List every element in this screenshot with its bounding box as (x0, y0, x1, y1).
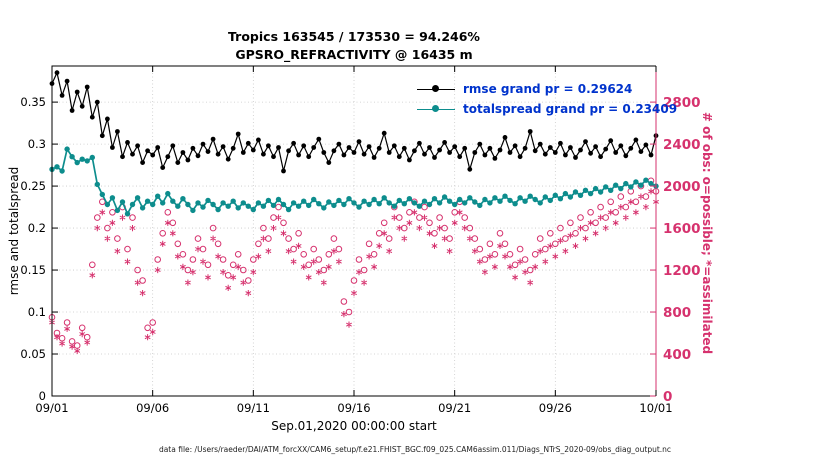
y-axis-label-left: rmse and totalspread (7, 166, 21, 296)
chart-subtitle: GPSRO_REFRACTIVITY @ 16435 m (235, 47, 473, 62)
svg-text:800: 800 (663, 305, 691, 321)
svg-text:2000: 2000 (663, 179, 701, 195)
svg-text:09/11: 09/11 (237, 401, 270, 415)
grid-lines (52, 66, 656, 396)
legend-item-totalspread: totalspread grand pr = 0.23409 (417, 99, 677, 119)
svg-text:0.3: 0.3 (28, 137, 46, 151)
svg-text:2400: 2400 (663, 137, 701, 153)
svg-text:1200: 1200 (663, 263, 701, 279)
x-axis-label: Sep.01,2020 00:00:00 start (271, 419, 437, 433)
svg-text:0.1: 0.1 (28, 305, 46, 319)
svg-text:0: 0 (663, 389, 672, 405)
svg-text:1600: 1600 (663, 221, 701, 237)
svg-text:0: 0 (39, 389, 46, 403)
tick-marks-and-labels: 0 0.05 0.1 0.15 0.2 0.25 0.3 0.35 0 400 800 1200 160… (20, 66, 701, 415)
series-rmse (49, 70, 659, 174)
series-totalspread (49, 146, 659, 217)
svg-text:09/01: 09/01 (35, 401, 68, 415)
data-file-caption: data file: /Users/raeder/DAI/ATM_forcXX/… (158, 445, 672, 454)
legend-label-totalspread: totalspread grand pr = 0.23409 (463, 102, 678, 116)
svg-text:09/16: 09/16 (337, 401, 370, 415)
svg-text:0.2: 0.2 (28, 221, 46, 235)
y-axis-label-right: # of obs: o=possible; *=assimilated (700, 111, 714, 355)
svg-text:10/01: 10/01 (639, 401, 672, 415)
chart-legend: rmse grand pr = 0.29624 totalspread gran… (417, 79, 677, 119)
legend-line-totalspread (417, 105, 455, 112)
svg-text:0.15: 0.15 (20, 263, 46, 277)
legend-label-rmse: rmse grand pr = 0.29624 (463, 82, 633, 96)
svg-text:0.05: 0.05 (20, 347, 46, 361)
svg-text:09/06: 09/06 (136, 401, 169, 415)
svg-text:2800: 2800 (663, 95, 701, 111)
legend-marker-totalspread (432, 105, 439, 112)
svg-text:400: 400 (663, 347, 691, 363)
chart-title: Tropics 163545 / 173530 = 94.246% (228, 29, 480, 44)
svg-text:09/26: 09/26 (539, 401, 572, 415)
svg-text:0.35: 0.35 (20, 95, 46, 109)
svg-text:09/21: 09/21 (438, 401, 471, 415)
svg-text:0.25: 0.25 (20, 179, 46, 193)
legend-item-rmse: rmse grand pr = 0.29624 (417, 79, 677, 99)
legend-line-rmse (417, 85, 455, 92)
legend-marker-rmse (432, 85, 439, 92)
